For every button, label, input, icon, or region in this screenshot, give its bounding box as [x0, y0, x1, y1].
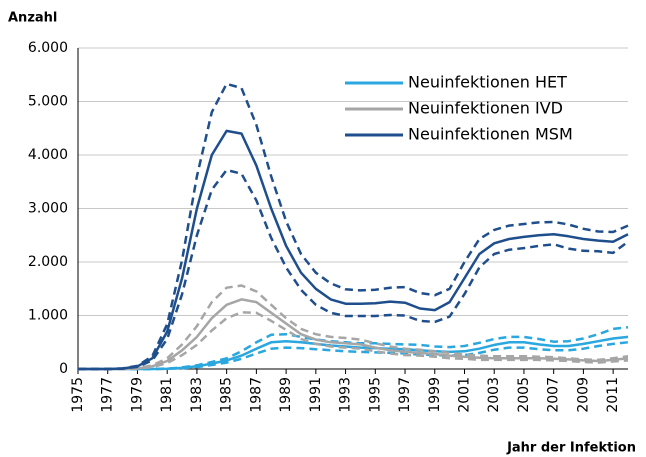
y-tick-label: 6.000 [28, 40, 68, 56]
y-tick-label: 4.000 [28, 147, 68, 163]
x-tick-label: 1993 [338, 377, 354, 413]
x-tick-label: 1985 [219, 377, 235, 413]
x-tick-label: 1997 [397, 377, 413, 413]
x-tick-label: 2001 [456, 377, 472, 413]
series-bound [78, 82, 629, 371]
legend-label: Neuinfektionen MSM [408, 125, 573, 144]
series-bound [78, 311, 629, 371]
y-tick-label: 3.000 [28, 201, 68, 217]
y-tick-label: 2.000 [28, 254, 68, 270]
x-tick-label: 1977 [100, 377, 116, 413]
x-tick-label: 1989 [278, 377, 294, 413]
x-tick-label: 2005 [516, 377, 532, 413]
y-tick-label: 1.000 [28, 308, 68, 324]
x-tick-label: 1995 [367, 377, 383, 413]
x-tick-label: 2011 [605, 377, 621, 413]
series-line [78, 298, 629, 371]
x-tick-label: 1979 [129, 377, 145, 413]
x-axis-label: Jahr der Infektion [506, 441, 636, 456]
y-tick-label: 0 [59, 361, 68, 377]
y-tick-label: 5.000 [28, 94, 68, 110]
x-tick-label: 1991 [308, 377, 324, 413]
series-bound [78, 168, 629, 371]
legend-label: Neuinfektionen HET [408, 73, 567, 92]
series-bound [78, 284, 629, 371]
legend-label: Neuinfektionen IVD [408, 99, 563, 118]
x-tick-label: 1983 [189, 377, 205, 413]
y-axis-label: Anzahl [8, 11, 57, 26]
x-tick-label: 2007 [546, 377, 562, 413]
x-tick-label: 2003 [486, 377, 502, 413]
x-tick-label: 2009 [575, 377, 591, 413]
series-line [78, 129, 629, 371]
x-tick-label: 1975 [70, 377, 86, 413]
x-tick-label: 1999 [427, 377, 443, 413]
x-tick-label: 1981 [159, 377, 175, 413]
x-tick-label: 1987 [248, 377, 264, 413]
